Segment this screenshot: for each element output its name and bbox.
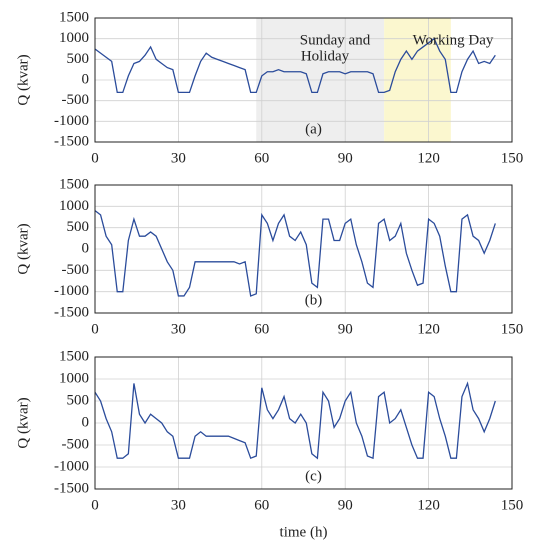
plot-frame: [94, 17, 513, 143]
x-tick-label: 120: [417, 150, 440, 166]
x-tick-label: 30: [171, 150, 186, 166]
y-tick-label: 500: [67, 392, 90, 408]
y-axis-label: Q (kvar): [15, 397, 31, 448]
x-tick-label: 60: [254, 150, 269, 166]
y-tick-label: -1000: [54, 113, 89, 129]
x-tick-label: 90: [338, 321, 353, 337]
x-axis-label: time (h): [280, 524, 328, 540]
x-tick-label: 150: [501, 321, 524, 337]
panel-label: (c): [305, 468, 322, 484]
y-tick-label: 500: [67, 51, 90, 67]
x-tick-label: 0: [91, 321, 99, 337]
y-axis-label: Q (kvar): [15, 223, 31, 274]
y-tick-label: 1000: [59, 370, 89, 386]
annotation: Holiday: [301, 48, 350, 64]
x-tick-label: 150: [501, 150, 524, 166]
data-line: [94, 381, 496, 460]
annotation: Sunday and: [300, 32, 371, 48]
y-tick-label: 1500: [59, 348, 89, 364]
y-tick-label: -500: [62, 436, 90, 452]
x-tick-label: 90: [338, 497, 353, 513]
y-tick-label: -1000: [54, 458, 89, 474]
x-tick-label: 90: [338, 150, 353, 166]
x-tick-label: 30: [171, 497, 186, 513]
data-line: [94, 210, 496, 297]
x-tick-label: 150: [501, 497, 524, 513]
y-tick-label: 1000: [59, 198, 89, 214]
y-tick-label: -1500: [54, 133, 89, 149]
y-tick-label: 1000: [59, 30, 89, 46]
panel-label: (a): [305, 121, 322, 137]
y-tick-label: 0: [82, 414, 90, 430]
x-tick-label: 120: [417, 321, 440, 337]
y-tick-label: 0: [82, 71, 90, 87]
panel-label: (b): [305, 292, 323, 308]
data-line: [94, 37, 496, 94]
x-tick-label: 60: [254, 497, 269, 513]
y-tick-label: 0: [82, 240, 90, 256]
y-tick-label: -500: [62, 262, 90, 278]
x-tick-label: 30: [171, 321, 186, 337]
x-tick-label: 0: [91, 150, 99, 166]
annotation: Working Day: [413, 32, 494, 48]
y-tick-label: 1500: [59, 176, 89, 192]
plot-frame: [94, 356, 513, 490]
x-tick-label: 0: [91, 497, 99, 513]
y-tick-label: -500: [62, 92, 90, 108]
y-tick-label: 500: [67, 219, 90, 235]
x-tick-label: 120: [417, 497, 440, 513]
plot-frame: [94, 184, 513, 314]
y-tick-label: -1500: [54, 480, 89, 496]
y-tick-label: -1000: [54, 283, 89, 299]
y-tick-label: -1500: [54, 304, 89, 320]
y-tick-label: 1500: [59, 9, 89, 25]
y-axis-label: Q (kvar): [15, 54, 31, 105]
x-tick-label: 60: [254, 321, 269, 337]
